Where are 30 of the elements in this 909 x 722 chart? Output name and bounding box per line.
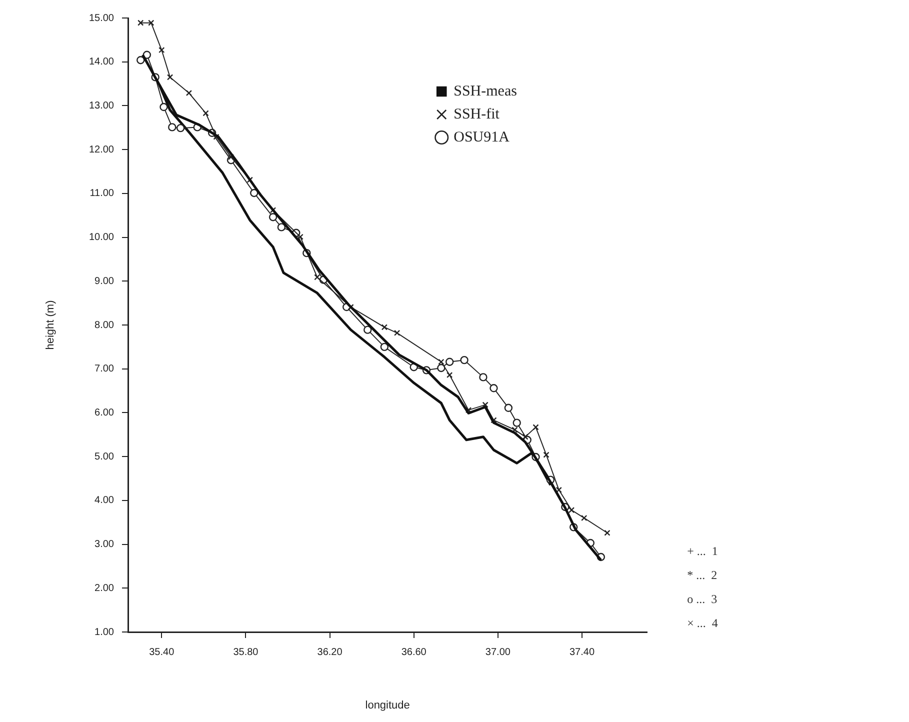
y-tick-label: 8.00 xyxy=(94,320,114,331)
y-tick-label: 4.00 xyxy=(94,495,114,506)
x-tick-label: 35.40 xyxy=(149,646,175,658)
x-axis-title: longitude xyxy=(365,699,410,712)
legend-label: OSU91A xyxy=(454,129,510,146)
y-tick-label: 7.00 xyxy=(94,364,114,375)
y-tick-label: 2.00 xyxy=(94,582,114,594)
y-tick-label: 3.00 xyxy=(94,539,114,550)
text: o ... 3 xyxy=(687,592,718,606)
x-tick-label: 37.00 xyxy=(485,646,511,658)
y-tick-label: 14.00 xyxy=(88,56,114,68)
y-tick-label: 10.00 xyxy=(88,232,114,244)
text: + ... 1 xyxy=(687,544,718,558)
y-tick-label: 11.00 xyxy=(90,188,114,200)
y-tick-label: 6.00 xyxy=(94,407,114,418)
y-axis-title: height (m) xyxy=(44,300,57,350)
y-tick-label: 15.00 xyxy=(88,12,114,24)
text: × ... 4 xyxy=(687,616,718,630)
y-tick-label: 13.00 xyxy=(88,100,114,112)
y-tick-label: 1.00 xyxy=(94,626,114,638)
y-tick-label: 12.00 xyxy=(88,144,114,156)
x-tick-label: 37.40 xyxy=(569,646,595,658)
y-tick-label: 5.00 xyxy=(94,451,114,462)
x-tick-label: 36.20 xyxy=(317,646,343,658)
x-tick-label: 35.80 xyxy=(233,646,259,658)
x-tick-label: 36.60 xyxy=(401,646,427,658)
y-tick-label: 9.00 xyxy=(94,276,114,287)
text: * ... 2 xyxy=(687,568,718,582)
legend-label: SSH-meas xyxy=(454,83,518,100)
legend-label: SSH-fit xyxy=(454,106,500,122)
